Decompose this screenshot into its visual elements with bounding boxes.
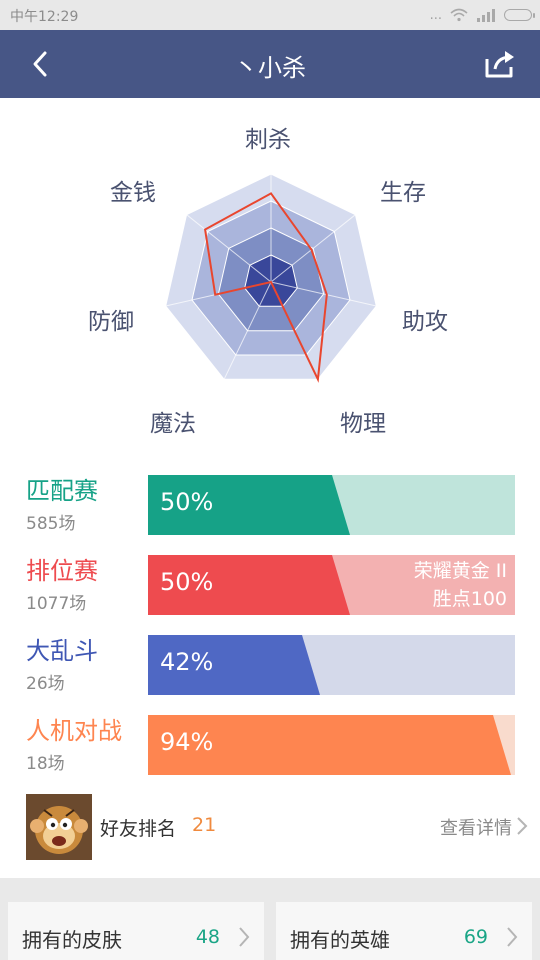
winrate-label: 50% — [160, 568, 214, 596]
winrate-bar: 94% — [148, 715, 515, 775]
radar-player-series — [204, 192, 328, 383]
chevron-right-icon — [517, 817, 528, 835]
bottom-section: 拥有的皮肤 48 拥有的英雄 69 — [0, 878, 540, 960]
radar-chart — [165, 173, 377, 383]
radar-label-physical: 物理 — [340, 411, 386, 437]
rank-tier: 荣耀黄金 II — [413, 560, 507, 582]
mode-name: 匹配赛 — [26, 477, 98, 505]
title-bar: 丶小杀 — [0, 30, 540, 98]
status-dots: ... — [429, 7, 442, 23]
winrate-bar-fill — [148, 555, 350, 615]
status-time: 中午12:29 — [10, 9, 79, 25]
monkey-avatar-icon — [26, 794, 92, 860]
winrate-bar-fill — [148, 715, 511, 775]
winrate-bar: 50% 荣耀黄金 II 胜点100 — [148, 555, 515, 615]
back-button[interactable] — [22, 46, 58, 82]
winrate-bar-fill — [148, 475, 350, 535]
radar-axis-line — [186, 214, 272, 283]
winrate-bar: 42% — [148, 635, 515, 695]
status-icons: ... — [429, 4, 535, 26]
rank-points: 胜点100 — [432, 588, 507, 610]
page-title: 丶小杀 — [234, 54, 306, 82]
owned-skins-card[interactable]: 拥有的皮肤 48 — [8, 902, 264, 960]
radar-label-assist: 助攻 — [402, 309, 448, 335]
chevron-left-icon — [33, 51, 47, 77]
winrate-label: 42% — [160, 648, 214, 676]
signal-icon — [477, 9, 495, 22]
mode-count: 26场 — [26, 674, 65, 694]
mode-row-ai[interactable]: 人机对战 18场 94% — [0, 715, 540, 779]
winrate-bar-fill — [148, 635, 320, 695]
rank-info: 荣耀黄金 II 胜点100 — [414, 557, 507, 613]
owned-heroes-count: 69 — [463, 926, 488, 948]
share-icon — [485, 51, 514, 78]
ability-radar: 刺杀 生存 助攻 物理 魔法 防御 金钱 — [0, 98, 540, 458]
chevron-right-icon — [239, 927, 250, 947]
friend-ranking-value: 21 — [192, 814, 217, 836]
chevron-right-icon — [507, 927, 518, 947]
status-bar: 中午12:29 ... — [0, 0, 540, 30]
mode-row-brawl[interactable]: 大乱斗 26场 42% — [0, 635, 540, 699]
battery-icon — [504, 9, 535, 21]
share-button[interactable] — [482, 46, 518, 82]
mode-row-match[interactable]: 匹配赛 585场 50% — [0, 475, 540, 539]
mode-count: 1077场 — [26, 594, 87, 614]
winrate-label: 94% — [160, 728, 214, 756]
friend-ranking-row[interactable]: 好友排名 21 查看详情 — [0, 792, 540, 862]
winrate-label: 50% — [160, 488, 214, 516]
avatar — [26, 794, 92, 860]
mode-name: 排位赛 — [26, 557, 98, 585]
mode-count: 585场 — [26, 514, 76, 534]
radar-axis-line — [223, 281, 272, 380]
radar-label-gold: 金钱 — [110, 180, 156, 206]
mode-count: 18场 — [26, 754, 65, 774]
winrate-bar: 50% — [148, 475, 515, 535]
friend-ranking-label: 好友排名 — [100, 818, 177, 840]
mode-row-ranked[interactable]: 排位赛 1077场 50% 荣耀黄金 II 胜点100 — [0, 555, 540, 619]
owned-heroes-card[interactable]: 拥有的英雄 69 — [276, 902, 532, 960]
owned-skins-label: 拥有的皮肤 — [22, 928, 122, 952]
radar-label-magic: 魔法 — [150, 411, 196, 437]
radar-label-assassinate: 刺杀 — [245, 127, 291, 153]
radar-label-survival: 生存 — [380, 180, 426, 206]
view-details-link[interactable]: 查看详情 — [440, 818, 512, 839]
radar-axis-line — [270, 281, 377, 307]
owned-heroes-label: 拥有的英雄 — [290, 928, 390, 952]
owned-skins-count: 48 — [195, 926, 220, 948]
radar-axis-line — [270, 214, 356, 283]
wifi-icon — [450, 8, 468, 22]
mode-name: 人机对战 — [26, 717, 122, 745]
radar-label-defense: 防御 — [88, 309, 134, 335]
mode-name: 大乱斗 — [26, 637, 98, 665]
